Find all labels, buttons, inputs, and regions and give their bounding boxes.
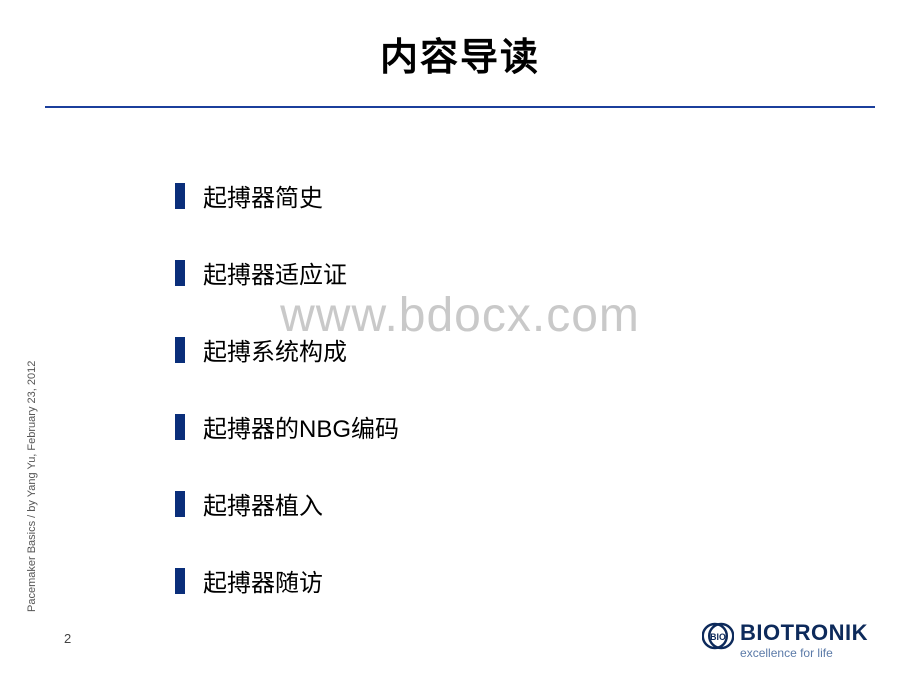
brand-logo: BIO BIOTRONIK excellence for life: [702, 622, 868, 660]
list-item: 起搏系统构成: [175, 332, 399, 367]
bullet-label: 起搏系统构成: [203, 332, 347, 367]
bullet-list: 起搏器简史 起搏器适应证 起搏系统构成 起搏器的NBG编码 起搏器植入 起搏器随…: [175, 178, 399, 640]
list-item: 起搏器简史: [175, 178, 399, 213]
page-number: 2: [64, 631, 71, 646]
page-title: 内容导读: [0, 26, 920, 81]
list-item: 起搏器的NBG编码: [175, 409, 399, 444]
bullet-label: 起搏器简史: [203, 178, 323, 213]
bullet-icon: [175, 337, 185, 363]
slide: 内容导读 www.bdocx.com 起搏器简史 起搏器适应证 起搏系统构成 起…: [0, 0, 920, 690]
bullet-icon: [175, 183, 185, 209]
brand-tagline: excellence for life: [740, 646, 868, 660]
watermark: www.bdocx.com: [0, 288, 920, 343]
bullet-icon: [175, 414, 185, 440]
bullet-label: 起搏器植入: [203, 486, 323, 521]
title-divider: [45, 106, 875, 108]
bullet-icon: [175, 568, 185, 594]
list-item: 起搏器适应证: [175, 255, 399, 290]
brand-icon: BIO: [702, 622, 734, 650]
svg-text:BIO: BIO: [710, 632, 726, 642]
sidebar-caption: Pacemaker Basics / by Yang Yu, February …: [26, 361, 38, 612]
bullet-label: 起搏器的NBG编码: [203, 409, 399, 444]
bullet-icon: [175, 260, 185, 286]
brand-name: BIOTRONIK: [740, 622, 868, 644]
bullet-icon: [175, 491, 185, 517]
bullet-label: 起搏器适应证: [203, 255, 347, 290]
list-item: 起搏器植入: [175, 486, 399, 521]
brand-text: BIOTRONIK excellence for life: [740, 622, 868, 660]
list-item: 起搏器随访: [175, 563, 399, 598]
bullet-label: 起搏器随访: [203, 563, 323, 598]
